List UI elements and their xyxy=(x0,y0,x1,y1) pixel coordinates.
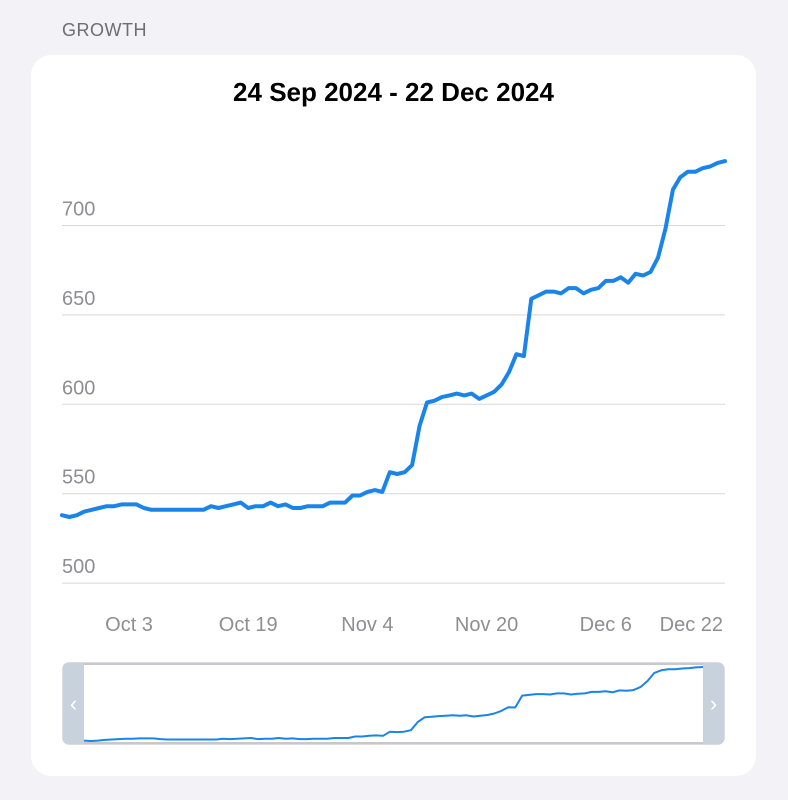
y-tick-label: 500 xyxy=(62,556,95,578)
y-tick-label: 600 xyxy=(62,377,95,399)
navigator-top-border xyxy=(84,663,703,665)
chevron-right-icon: › xyxy=(710,691,717,716)
section-title: GROWTH xyxy=(62,20,147,40)
x-tick-label: Dec 22 xyxy=(660,614,723,636)
growth-chart[interactable]: 500 550 600 650 700 Oct 3 Oct 19 Nov 4 Nov 20 De… xyxy=(31,55,756,776)
x-tick-label: Oct 3 xyxy=(105,614,153,636)
growth-card: 24 Sep 2024 - 22 Dec 2024 500 550 600 650 70… xyxy=(31,55,756,776)
navigator-series-line xyxy=(83,666,704,742)
x-tick-label: Dec 6 xyxy=(580,614,632,636)
series-line xyxy=(60,159,727,519)
x-tick-label: Oct 19 xyxy=(219,614,278,636)
navigator-right-handle[interactable]: › xyxy=(703,663,724,744)
x-axis-labels: Oct 3 Oct 19 Nov 4 Nov 20 Dec 6 Dec 22 xyxy=(105,614,723,636)
y-axis-labels: 500 550 600 650 700 xyxy=(62,198,95,578)
navigator-bottom-border xyxy=(84,742,703,744)
chevron-left-icon: ‹ xyxy=(70,691,77,716)
y-tick-label: 550 xyxy=(62,467,95,489)
grid-lines xyxy=(62,224,725,584)
navigator-left-handle[interactable]: ‹ xyxy=(63,663,84,744)
x-tick-label: Nov 20 xyxy=(455,614,518,636)
x-tick-label: Nov 4 xyxy=(341,614,393,636)
chart-title: 24 Sep 2024 - 22 Dec 2024 xyxy=(233,77,554,107)
y-tick-label: 650 xyxy=(62,288,95,310)
range-navigator[interactable]: ‹ › xyxy=(62,662,725,745)
y-tick-label: 700 xyxy=(62,198,95,220)
